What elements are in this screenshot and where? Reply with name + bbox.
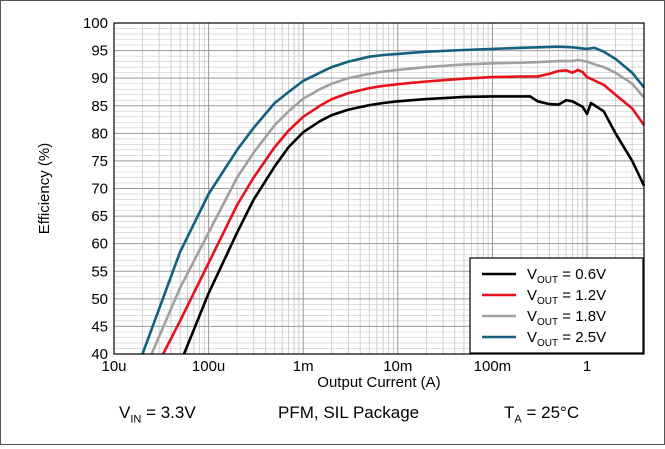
y-tick-label: 100 — [83, 15, 108, 32]
x-tick-label: 1m — [293, 358, 314, 375]
series-lines — [141, 45, 646, 355]
y-axis-label: Efficiency (%) — [36, 143, 53, 234]
y-tick-label: 60 — [91, 236, 108, 253]
y-tick-label: 75 — [91, 153, 108, 170]
series-line — [150, 58, 645, 355]
legend-label: VOUT = 1.8V — [527, 308, 606, 328]
legend-label: VOUT = 1.2V — [527, 287, 606, 307]
series-line — [161, 68, 646, 355]
x-tick-label: 100m — [474, 358, 512, 375]
x-tick-label: 10m — [383, 358, 412, 375]
vin-condition: VIN = 3.3V — [119, 403, 196, 426]
y-tick-label: 70 — [91, 181, 108, 198]
y-tick-label: 80 — [91, 125, 108, 142]
y-tick-labels: 40 45 50 55 60 65 70 75 80 85 90 95 100 — [83, 15, 108, 363]
series-line — [141, 45, 646, 355]
y-tick-label: 85 — [91, 98, 108, 115]
y-tick-label: 55 — [91, 263, 108, 280]
temperature-condition: TA = 25°C — [504, 403, 580, 426]
y-tick-label: 50 — [91, 291, 108, 308]
y-tick-label: 90 — [91, 70, 108, 87]
series-line — [182, 95, 646, 355]
legend-label: VOUT = 0.6V — [527, 266, 606, 286]
y-tick-label: 40 — [91, 346, 108, 363]
x-axis-label: Output Current (A) — [317, 374, 440, 391]
y-tick-label: 95 — [91, 43, 108, 60]
x-tick-label: 100u — [192, 358, 225, 375]
x-tick-label: 1 — [583, 358, 591, 375]
legend-label: VOUT = 2.5V — [527, 329, 606, 349]
y-tick-label: 45 — [91, 318, 108, 335]
x-tick-label: 10u — [101, 358, 126, 375]
plot-border — [113, 22, 645, 355]
y-tick-label: 65 — [91, 208, 108, 225]
mode-condition: PFM, SIL Package — [278, 403, 420, 422]
x-tick-labels: 10u 100u 1m 10m 100m 1 — [101, 358, 591, 375]
